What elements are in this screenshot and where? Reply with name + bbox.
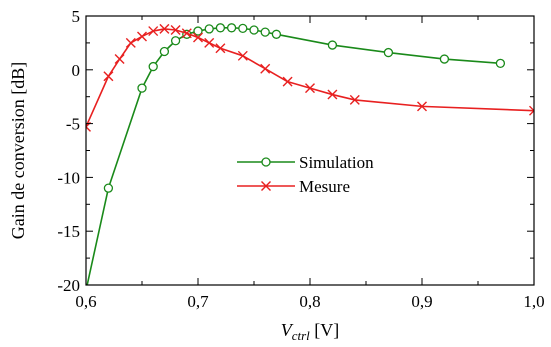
x-axis-title-sub: ctrl bbox=[292, 328, 310, 343]
mesure-point bbox=[137, 31, 147, 42]
mesure-point bbox=[417, 101, 427, 112]
series-line-simulation bbox=[86, 27, 501, 285]
simulation-point bbox=[495, 58, 506, 68]
mesure-point bbox=[261, 181, 271, 191]
simulation-point bbox=[327, 40, 338, 50]
mesure-point bbox=[204, 37, 215, 48]
mesure-point bbox=[237, 50, 248, 61]
y-tick-label: -15 bbox=[57, 222, 80, 241]
mesure-point bbox=[181, 28, 192, 39]
x-tick-label: 0,9 bbox=[411, 292, 432, 311]
mesure-point bbox=[159, 23, 170, 34]
x-axis-title-unit: [V] bbox=[310, 320, 340, 340]
mesure-point bbox=[114, 54, 125, 65]
mesure-point bbox=[529, 105, 534, 116]
mesure-point bbox=[305, 83, 315, 94]
x-tick-label: 0,6 bbox=[75, 292, 96, 311]
plot-frame bbox=[85, 15, 535, 286]
legend: Simulation Mesure bbox=[237, 153, 374, 196]
simulation-point bbox=[383, 47, 394, 58]
y-tick-label: -20 bbox=[57, 276, 80, 295]
y-tick-label: -10 bbox=[57, 168, 80, 187]
mesure-point bbox=[215, 43, 226, 54]
y-tick-label: 0 bbox=[72, 61, 81, 80]
mesure-point bbox=[148, 26, 159, 37]
simulation-point bbox=[261, 157, 271, 167]
simulation-point bbox=[204, 24, 214, 34]
mesure-point bbox=[260, 63, 271, 74]
simulation-point bbox=[103, 183, 114, 193]
series-layer bbox=[86, 23, 534, 285]
simulation-point bbox=[159, 46, 170, 57]
x-axis-title-main: V bbox=[281, 320, 294, 340]
mesure-point bbox=[170, 24, 181, 35]
mesure-point bbox=[327, 89, 338, 100]
series-mesure bbox=[86, 23, 534, 132]
mesure-point bbox=[103, 71, 114, 82]
simulation-point bbox=[226, 23, 237, 33]
simulation-point bbox=[193, 26, 203, 36]
simulation-point bbox=[249, 25, 259, 35]
legend-label: Simulation bbox=[299, 153, 374, 172]
legend-label: Mesure bbox=[299, 177, 350, 196]
x-tick-label: 0,8 bbox=[299, 292, 320, 311]
legend-item-mesure: Mesure bbox=[237, 177, 350, 196]
mesure-point bbox=[282, 76, 293, 87]
ticks-layer bbox=[85, 15, 535, 286]
series-line-mesure bbox=[86, 28, 534, 128]
simulation-point bbox=[260, 27, 270, 37]
y-axis-title: Gain de conversion [dB] bbox=[8, 62, 28, 239]
y-tick-label: 5 bbox=[72, 7, 81, 26]
simulation-point bbox=[137, 83, 147, 93]
y-tick-label: -5 bbox=[66, 115, 80, 134]
mesure-point bbox=[193, 32, 203, 43]
x-tick-label: 0,7 bbox=[187, 292, 209, 311]
simulation-point bbox=[148, 61, 158, 72]
mesure-point bbox=[125, 37, 136, 48]
simulation-point bbox=[215, 23, 226, 33]
simulation-point bbox=[271, 29, 282, 39]
simulation-point bbox=[238, 23, 248, 34]
series-simulation bbox=[86, 23, 506, 285]
legend-item-simulation: Simulation bbox=[237, 153, 374, 172]
mesure-point bbox=[349, 94, 360, 105]
x-tick-label: 1,0 bbox=[523, 292, 544, 311]
x-axis-title: Vctrl [V] bbox=[281, 320, 340, 343]
simulation-point bbox=[439, 54, 450, 64]
simulation-point bbox=[170, 36, 181, 46]
labels-layer: 0,6 0,7 0,8 0,9 1,0 5 0 -5 -10 -15 -20 bbox=[57, 7, 544, 311]
